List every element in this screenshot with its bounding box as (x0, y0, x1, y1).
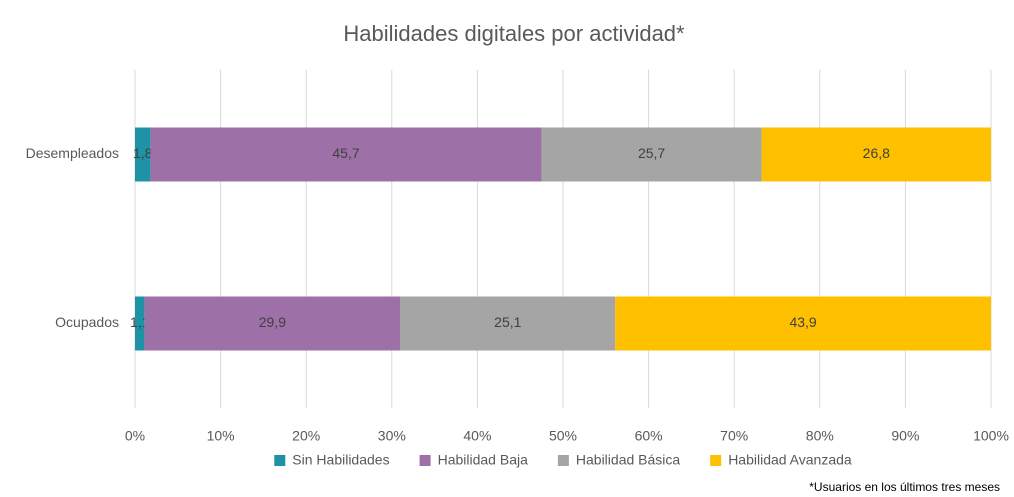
x-tick-label: 100% (973, 428, 1009, 444)
data-label: 25,1 (494, 314, 521, 330)
legend-label: Habilidad Baja (438, 452, 528, 468)
legend-label: Sin Habilidades (292, 452, 389, 468)
x-tick-label: 20% (292, 428, 320, 444)
x-tick-label: 50% (549, 428, 577, 444)
y-tick-label: Desempleados (26, 145, 119, 161)
data-label: 25,7 (638, 145, 665, 161)
x-tick-label: 30% (378, 428, 406, 444)
x-tick-label: 40% (463, 428, 491, 444)
data-label: 45,7 (332, 145, 359, 161)
legend-swatch (419, 455, 431, 466)
bar-segment (761, 127, 991, 182)
bar-segment (541, 127, 762, 182)
data-label: 26,8 (863, 145, 890, 161)
data-label: 29,9 (259, 314, 286, 330)
x-tick-label: 90% (891, 428, 919, 444)
legend-label: Habilidad Básica (576, 452, 680, 468)
x-tick-label: 80% (806, 428, 834, 444)
bar-segment (150, 127, 542, 182)
x-tick-label: 0% (125, 428, 145, 444)
x-tick-label: 60% (635, 428, 663, 444)
footnote: *Usuarios en los últimos tres meses (809, 480, 1000, 494)
legend-swatch (710, 455, 722, 466)
chart-title: Habilidades digitales por actividad* (343, 21, 685, 46)
x-tick-label: 70% (720, 428, 748, 444)
bar-segment (135, 127, 151, 182)
legend-label: Habilidad Avanzada (728, 452, 852, 468)
data-label: 43,9 (789, 314, 816, 330)
bar-segment (144, 296, 401, 351)
legend-swatch (274, 455, 286, 466)
x-tick-label: 10% (207, 428, 235, 444)
y-tick-label: Ocupados (55, 314, 119, 330)
bar-segment (135, 296, 145, 351)
bar-segment (400, 296, 616, 351)
data-label: 1,8 (133, 145, 153, 161)
legend-swatch (557, 455, 569, 466)
bar-segment (615, 296, 991, 351)
